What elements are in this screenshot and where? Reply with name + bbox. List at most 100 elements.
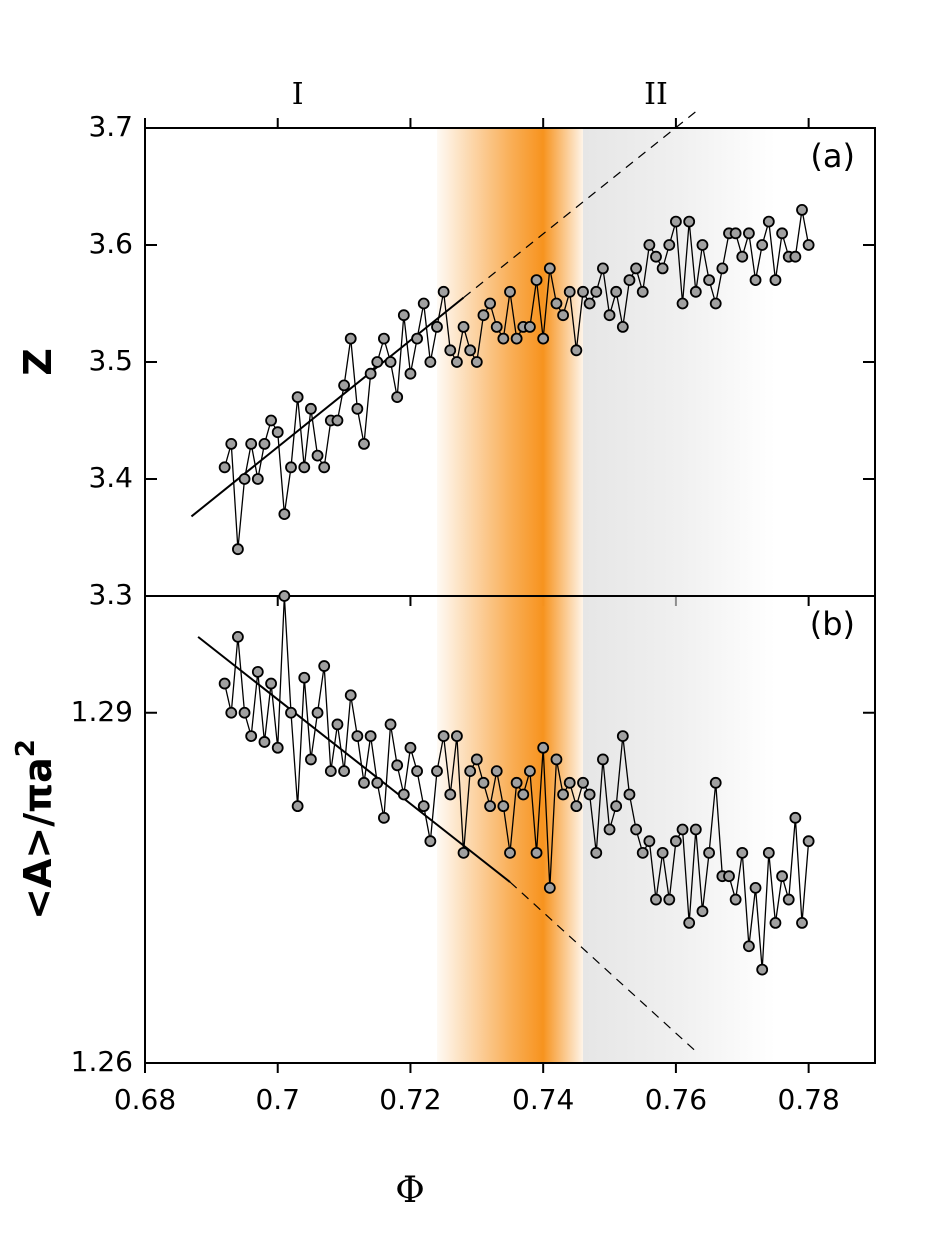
- data-point: [782, 893, 795, 906]
- data-point: [656, 262, 669, 275]
- data-point: [676, 297, 689, 310]
- data-point: [404, 367, 417, 380]
- region-band: [437, 596, 583, 1063]
- data-point: [391, 759, 404, 772]
- data-point: [451, 730, 463, 742]
- data-point: [477, 309, 490, 322]
- data-point: [543, 881, 556, 894]
- data-point: [583, 788, 596, 801]
- data-point: [643, 835, 656, 848]
- data-point: [709, 297, 722, 310]
- data-point: [696, 239, 709, 251]
- data-point: [623, 788, 636, 801]
- data-point: [689, 285, 702, 298]
- data-point: [623, 274, 636, 287]
- data-point: [417, 800, 430, 813]
- data-point: [391, 391, 404, 404]
- data-point: [318, 660, 331, 672]
- data-point: [630, 823, 642, 836]
- data-point: [597, 753, 609, 766]
- data-point: [603, 309, 616, 322]
- data-point: [590, 846, 603, 859]
- data-point: [417, 297, 430, 310]
- data-point: [457, 320, 470, 333]
- data-point: [311, 449, 324, 462]
- data-point: [490, 765, 503, 778]
- data-point: [245, 730, 258, 742]
- data-point: [789, 250, 802, 263]
- data-point: [285, 706, 297, 719]
- data-point: [470, 356, 483, 368]
- fit-extension: [463, 111, 697, 299]
- data-point: [524, 320, 536, 333]
- data-point: [543, 262, 556, 275]
- data-point: [364, 730, 377, 742]
- data-point: [470, 753, 483, 766]
- data-point: [590, 285, 603, 298]
- data-point: [384, 718, 397, 731]
- data-point: [238, 706, 251, 719]
- y-tick-label: 1.29: [71, 695, 133, 728]
- data-point: [504, 285, 516, 298]
- y-axis-label: <A>/πa2: [11, 739, 60, 920]
- data-point: [650, 250, 662, 263]
- plot-frame: [144, 595, 876, 1064]
- data-point: [689, 823, 702, 836]
- data-point: [291, 800, 304, 813]
- data-point: [663, 239, 676, 251]
- data-point: [265, 677, 277, 690]
- data-point: [298, 461, 311, 474]
- x-tick-label: 0.68: [114, 1083, 176, 1116]
- data-point: [344, 689, 357, 702]
- y-tick-label: 3.6: [88, 227, 133, 260]
- data-point: [736, 846, 749, 859]
- data-point: [703, 274, 715, 287]
- data-point: [743, 227, 755, 240]
- data-point: [271, 426, 284, 439]
- y-axis-label-text: Z: [16, 348, 60, 376]
- data-point: [749, 274, 762, 287]
- y-axis-label: Z: [16, 348, 60, 376]
- data-point: [311, 706, 324, 719]
- data-point: [265, 414, 277, 427]
- data-point: [444, 344, 457, 357]
- data-point: [610, 800, 623, 813]
- data-point: [484, 800, 496, 813]
- data-point: [524, 765, 536, 778]
- panel-label: (a): [810, 137, 855, 175]
- data-point: [683, 215, 696, 228]
- data-point: [729, 227, 742, 240]
- data-point: [583, 297, 596, 310]
- data-point: [404, 741, 417, 754]
- data-point: [616, 320, 629, 333]
- data-point: [796, 917, 808, 929]
- data-point: [331, 414, 344, 427]
- data-point: [636, 846, 649, 859]
- x-tick-label: 0.76: [645, 1083, 707, 1116]
- x-tick-label: 0.72: [379, 1083, 441, 1116]
- data-point: [497, 332, 510, 345]
- x-tick-label: 0.7: [255, 1083, 300, 1116]
- data-point: [756, 239, 769, 251]
- data-point: [338, 765, 350, 778]
- data-point: [643, 239, 656, 251]
- data-point: [510, 776, 523, 789]
- data-point: [577, 776, 589, 789]
- data-point: [358, 776, 370, 789]
- data-point: [378, 332, 390, 345]
- data-point: [477, 776, 490, 789]
- data-point: [371, 776, 384, 789]
- y-axis-label-superscript: 2: [11, 739, 41, 757]
- data-point: [278, 508, 291, 520]
- data-point: [291, 391, 304, 404]
- data-point: [305, 402, 317, 415]
- data-point: [570, 344, 583, 357]
- data-point: [258, 437, 271, 450]
- data-point: [517, 788, 530, 801]
- data-point: [570, 800, 583, 813]
- data-point: [769, 917, 782, 929]
- data-point: [285, 461, 297, 474]
- data-point: [457, 846, 470, 859]
- data-point: [630, 262, 642, 275]
